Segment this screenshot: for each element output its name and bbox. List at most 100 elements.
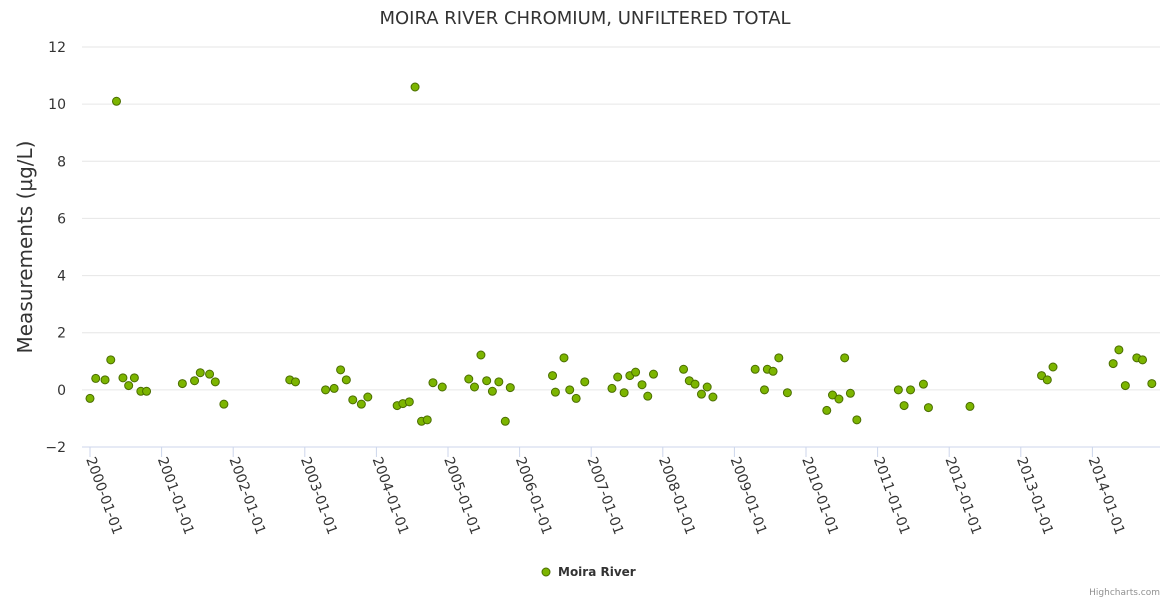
data-point[interactable]	[1138, 355, 1148, 365]
x-tick-label: 2004-01-01	[369, 455, 412, 537]
data-point[interactable]	[550, 387, 560, 397]
data-point[interactable]	[428, 378, 438, 388]
data-point[interactable]	[571, 393, 581, 403]
data-point[interactable]	[363, 392, 373, 402]
data-point[interactable]	[437, 382, 447, 392]
y-tick-label: 8	[57, 154, 66, 170]
credits-link[interactable]: Highcharts.com	[1089, 588, 1160, 598]
data-point[interactable]	[410, 82, 420, 92]
data-point[interactable]	[404, 397, 414, 407]
data-point[interactable]	[840, 353, 850, 363]
data-point[interactable]	[906, 385, 916, 395]
data-point[interactable]	[329, 383, 339, 393]
data-point[interactable]	[469, 382, 479, 392]
data-point[interactable]	[643, 391, 653, 401]
data-point[interactable]	[965, 401, 975, 411]
data-point[interactable]	[195, 368, 205, 378]
data-point[interactable]	[210, 377, 220, 387]
data-point[interactable]	[696, 389, 706, 399]
data-point[interactable]	[356, 399, 366, 409]
data-point[interactable]	[679, 364, 689, 374]
data-point[interactable]	[690, 379, 700, 389]
data-point[interactable]	[1147, 379, 1157, 389]
y-tick-label: 2	[57, 326, 66, 342]
x-tick-label: 2007-01-01	[583, 455, 626, 537]
data-point[interactable]	[782, 388, 792, 398]
data-point[interactable]	[637, 380, 647, 390]
y-axis-label: Measurements (µg/L)	[13, 141, 37, 354]
data-point[interactable]	[500, 416, 510, 426]
data-point[interactable]	[822, 405, 832, 415]
data-point[interactable]	[827, 390, 837, 400]
x-tick-label: 2000-01-01	[82, 455, 125, 537]
data-point[interactable]	[708, 392, 718, 402]
data-point[interactable]	[845, 388, 855, 398]
data-point[interactable]	[336, 365, 346, 375]
data-point[interactable]	[476, 350, 486, 360]
x-tick-label: 2009-01-01	[727, 455, 770, 537]
data-point[interactable]	[1120, 381, 1130, 391]
data-point[interactable]	[482, 376, 492, 386]
x-tick-label: 2013-01-01	[1013, 455, 1056, 537]
data-point[interactable]	[899, 401, 909, 411]
y-axis-ticks: −2 0 2 4 6 8 10 12	[45, 40, 66, 456]
data-point[interactable]	[118, 373, 128, 383]
data-point[interactable]	[422, 415, 432, 425]
data-point[interactable]	[702, 382, 712, 392]
data-point[interactable]	[631, 367, 641, 377]
data-point[interactable]	[774, 353, 784, 363]
data-point[interactable]	[759, 385, 769, 395]
data-point[interactable]	[1108, 359, 1118, 369]
data-point[interactable]	[111, 96, 121, 106]
data-point[interactable]	[613, 372, 623, 382]
data-point[interactable]	[129, 373, 139, 383]
data-point[interactable]	[559, 353, 569, 363]
y-tick-label: 10	[48, 97, 66, 113]
data-point[interactable]	[190, 376, 200, 386]
data-point[interactable]	[106, 355, 116, 365]
data-point[interactable]	[494, 377, 504, 387]
legend-item-moira-river[interactable]: Moira River	[558, 565, 636, 579]
data-point[interactable]	[923, 403, 933, 413]
data-point[interactable]	[177, 379, 187, 389]
data-point[interactable]	[565, 385, 575, 395]
data-point[interactable]	[1048, 362, 1058, 372]
data-point[interactable]	[768, 366, 778, 376]
data-point[interactable]	[750, 364, 760, 374]
data-point[interactable]	[918, 379, 928, 389]
data-point[interactable]	[219, 399, 229, 409]
data-point[interactable]	[91, 373, 101, 383]
chart-title: MOIRA RIVER CHROMIUM, UNFILTERED TOTAL	[379, 8, 790, 29]
data-point[interactable]	[648, 369, 658, 379]
data-point[interactable]	[1042, 375, 1052, 385]
data-point[interactable]	[205, 369, 215, 379]
data-point[interactable]	[852, 415, 862, 425]
x-tick-label: 2010-01-01	[798, 455, 841, 537]
data-point[interactable]	[124, 381, 134, 391]
data-point[interactable]	[290, 377, 300, 387]
data-point[interactable]	[487, 386, 497, 396]
legend[interactable]: Moira River	[541, 565, 636, 579]
data-point[interactable]	[464, 374, 474, 384]
data-point[interactable]	[607, 383, 617, 393]
data-point[interactable]	[893, 385, 903, 395]
series-moira-river[interactable]	[85, 82, 1157, 426]
data-point[interactable]	[505, 383, 515, 393]
data-point[interactable]	[348, 395, 358, 405]
data-point[interactable]	[85, 393, 95, 403]
legend-marker	[541, 567, 551, 577]
data-point[interactable]	[834, 394, 844, 404]
x-tick-label: 2003-01-01	[297, 455, 340, 537]
x-tick-label: 2011-01-01	[870, 455, 913, 537]
data-point[interactable]	[321, 385, 331, 395]
data-point[interactable]	[142, 386, 152, 396]
y-tick-label: 6	[57, 211, 66, 227]
data-point[interactable]	[548, 371, 558, 381]
data-point[interactable]	[580, 377, 590, 387]
x-tick-label: 2006-01-01	[512, 455, 555, 537]
data-point[interactable]	[341, 375, 351, 385]
x-axis-ticks: 2000-01-01 2001-01-01 2002-01-01 2003-01-01…	[82, 447, 1128, 537]
data-point[interactable]	[1114, 345, 1124, 355]
data-point[interactable]	[619, 388, 629, 398]
data-point[interactable]	[100, 375, 110, 385]
